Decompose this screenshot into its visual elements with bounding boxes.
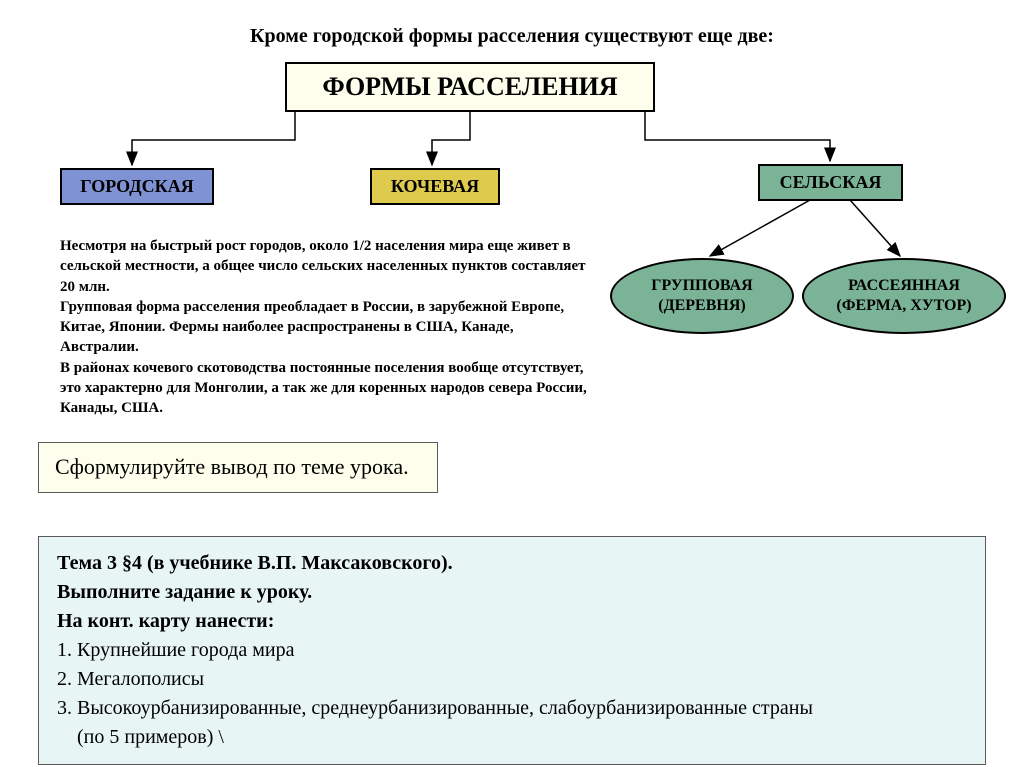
node-group-label: ГРУППОВАЯ(ДЕРЕВНЯ) (651, 276, 752, 316)
body-paragraph: Несмотря на быстрый рост городов, около … (60, 236, 590, 418)
homework-line3: На конт. карту нанести: (57, 607, 967, 636)
node-nomadic: КОЧЕВАЯ (370, 168, 500, 205)
homework-item3: 3. Высокоурбанизированные, среднеурбаниз… (57, 694, 967, 723)
node-urban: ГОРОДСКАЯ (60, 168, 214, 205)
homework-item1: 1. Крупнейшие города мира (57, 636, 967, 665)
node-scattered-label: РАССЕЯННАЯ(ФЕРМА, ХУТОР) (836, 276, 971, 316)
page-title: Кроме городской формы расселения существ… (35, 25, 989, 48)
homework-item2: 2. Мегалополисы (57, 665, 967, 694)
root-node: ФОРМЫ РАССЕЛЕНИЯ (285, 62, 655, 112)
homework-line2: Выполните задание к уроку. (57, 578, 967, 607)
node-group: ГРУППОВАЯ(ДЕРЕВНЯ) (610, 258, 794, 334)
node-rural: СЕЛЬСКАЯ (758, 164, 903, 201)
homework-item3b: (по 5 примеров) \ (57, 723, 967, 752)
homework-box: Тема 3 §4 (в учебнике В.П. Максаковского… (38, 536, 986, 765)
conclusion-box: Сформулируйте вывод по теме урока. (38, 442, 438, 493)
node-scattered: РАССЕЯННАЯ(ФЕРМА, ХУТОР) (802, 258, 1006, 334)
homework-line1: Тема 3 §4 (в учебнике В.П. Максаковского… (57, 549, 967, 578)
